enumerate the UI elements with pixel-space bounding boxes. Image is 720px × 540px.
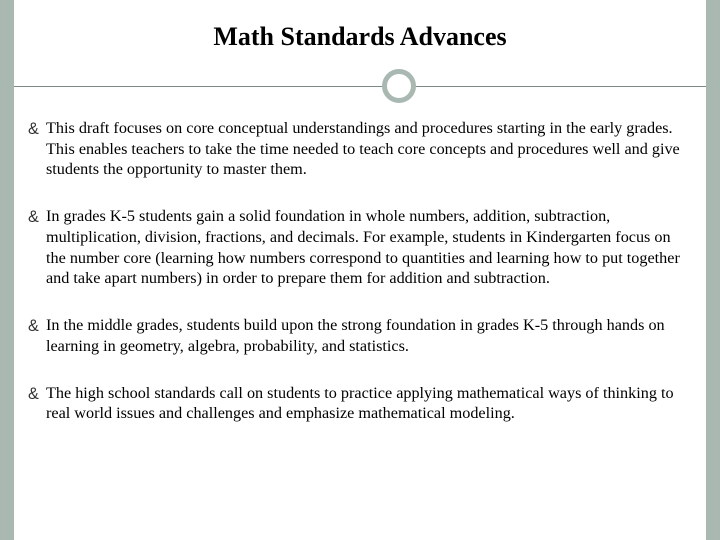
list-item: & In the middle grades, students build u… bbox=[28, 315, 692, 356]
slide-title: Math Standards Advances bbox=[14, 0, 706, 60]
bullet-marker-icon: & bbox=[28, 206, 46, 228]
bullet-text: This draft focuses on core conceptual un… bbox=[46, 118, 692, 180]
bullet-marker-icon: & bbox=[28, 118, 46, 140]
bullet-text: The high school standards call on studen… bbox=[46, 383, 692, 424]
bullet-marker-icon: & bbox=[28, 315, 46, 337]
bullet-marker-icon: & bbox=[28, 383, 46, 405]
divider-ring-icon bbox=[382, 69, 416, 103]
divider-line bbox=[14, 86, 706, 87]
list-item: & In grades K-5 students gain a solid fo… bbox=[28, 206, 692, 289]
bullet-text: In the middle grades, students build upo… bbox=[46, 315, 692, 356]
list-item: & This draft focuses on core conceptual … bbox=[28, 118, 692, 180]
bullet-list: & This draft focuses on core conceptual … bbox=[14, 118, 706, 424]
list-item: & The high school standards call on stud… bbox=[28, 383, 692, 424]
content-panel: Math Standards Advances & This draft foc… bbox=[14, 0, 706, 540]
slide: Math Standards Advances & This draft foc… bbox=[0, 0, 720, 540]
bullet-text: In grades K-5 students gain a solid foun… bbox=[46, 206, 692, 289]
title-divider bbox=[14, 60, 706, 112]
